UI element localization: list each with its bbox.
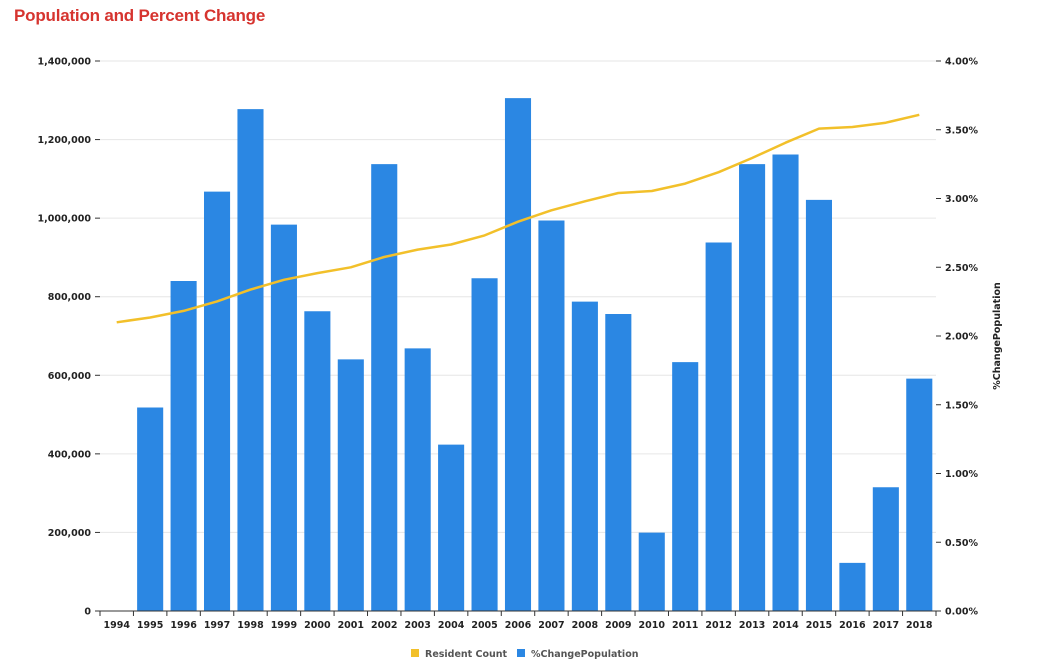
x-tick-label: 1996 [170, 620, 197, 631]
x-tick-label: 2009 [605, 620, 631, 631]
bar [237, 109, 264, 611]
x-tick-label: 2013 [739, 620, 765, 631]
y-left-tick-label: 800,000 [48, 292, 92, 303]
y-right-tick-label: 2.00% [945, 332, 978, 343]
x-tick-label: 2016 [839, 620, 866, 631]
y-right-tick-label: 0.00% [945, 607, 978, 618]
bar [672, 362, 699, 611]
y-right-tick-label: 1.50% [945, 400, 978, 411]
x-tick-label: 1994 [103, 620, 130, 631]
y-right-tick-label: 1.00% [945, 469, 978, 480]
x-tick-label: 2010 [639, 620, 666, 631]
x-tick-label: 2017 [873, 620, 899, 631]
x-tick-label: 2004 [438, 620, 465, 631]
y-right-tick-label: 0.50% [945, 538, 978, 549]
bar [170, 281, 197, 611]
bar [705, 242, 732, 611]
x-tick-label: 2007 [538, 620, 564, 631]
x-tick-label: 1998 [237, 620, 264, 631]
bar [772, 154, 799, 611]
x-tick-label: 2003 [404, 620, 430, 631]
bar [203, 191, 231, 611]
legend-swatch [411, 649, 419, 657]
chart-title: Population and Percent Change [14, 6, 266, 25]
y-right-tick-label: 3.50% [945, 125, 978, 136]
y-right-axis-title: %ChangePopulation [992, 282, 1003, 390]
bar [538, 220, 565, 611]
line-series [116, 113, 920, 324]
bar [571, 301, 598, 611]
x-tick-label: 2006 [505, 620, 532, 631]
bar [906, 378, 933, 611]
x-tick-label: 2011 [672, 620, 698, 631]
x-tick-label: 2002 [371, 620, 397, 631]
y-right-tick-label: 4.00% [945, 57, 978, 68]
resident-count-line [116, 113, 920, 324]
y-left-tick-label: 1,000,000 [38, 214, 92, 225]
y-right-tick-label: 3.00% [945, 194, 978, 205]
bar [504, 98, 532, 611]
bar-series [137, 98, 933, 611]
x-tick-label: 1995 [137, 620, 163, 631]
bar [270, 224, 297, 611]
bar [839, 562, 866, 611]
y-left-tick-label: 600,000 [48, 371, 92, 382]
bar [739, 164, 766, 611]
legend-label: %ChangePopulation [531, 649, 639, 660]
x-tick-label: 2015 [806, 620, 832, 631]
x-tick-label: 2018 [906, 620, 933, 631]
y-left-tick-label: 400,000 [48, 449, 92, 460]
bar [337, 359, 364, 611]
bar [371, 164, 398, 611]
y-left-tick-label: 0 [84, 607, 91, 618]
legend: Resident Count %ChangePopulation [411, 649, 639, 660]
bar [638, 532, 665, 611]
bar [872, 487, 899, 611]
bar [404, 348, 431, 611]
y-left-tick-label: 1,200,000 [38, 135, 92, 146]
x-tick-label: 2005 [471, 620, 497, 631]
y-left-tick-label: 200,000 [48, 528, 92, 539]
x-tick-label: 2014 [772, 620, 799, 631]
y-right-tick-label: 2.50% [945, 263, 978, 274]
legend-label: Resident Count [425, 649, 508, 660]
bar [471, 278, 498, 611]
x-tick-label: 2001 [338, 620, 364, 631]
bar [304, 311, 331, 611]
x-tick-label: 2012 [705, 620, 731, 631]
axes: 0 200,000 400,000 600,000 800,000 1,000,000 1,… [38, 57, 1004, 632]
bar [438, 444, 465, 611]
x-tick-label: 1997 [204, 620, 230, 631]
legend-swatch [517, 649, 525, 657]
x-tick-label: 2000 [304, 620, 331, 631]
bar [137, 407, 164, 611]
y-left-tick-label: 1,400,000 [38, 57, 92, 68]
x-tick-label: 1999 [271, 620, 297, 631]
bar [805, 199, 833, 611]
bar [605, 314, 632, 611]
x-tick-label: 2008 [572, 620, 599, 631]
